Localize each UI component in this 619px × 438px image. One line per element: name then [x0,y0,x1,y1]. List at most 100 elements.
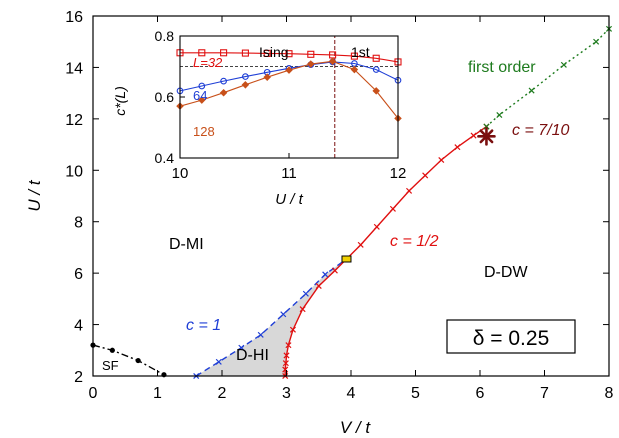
inset-y-tick-label-0: 0.4 [155,150,175,166]
point-c12-8 [331,267,338,274]
inset-point-2-3 [241,81,250,89]
inset-legend-64: 64 [193,88,207,103]
point-c12-4 [285,342,292,349]
point-c12-15 [438,156,445,164]
inset-point-0-4 [263,49,271,57]
delta-label: δ = 0.25 [473,327,550,350]
inset-point-2-2 [219,88,228,97]
main-y-tick-label-1: 4 [74,318,83,335]
point-c12-6 [299,306,306,313]
inset-point-0-2 [220,49,228,57]
series-c1-line [195,258,347,377]
inset-point-0-3 [241,49,249,57]
main-x-tick-label-7: 7 [540,385,549,402]
point-c12-2 [282,360,289,367]
main-y-tick-label-7: 16 [65,9,83,26]
point-first-1 [496,111,503,119]
point-first-4 [593,38,600,45]
inset-x-tick-label-0: 10 [172,165,189,182]
inset-y-axis-label: c*(L) [112,86,128,116]
inset-y-tick-label-2: 0.8 [155,28,175,44]
label-d-mi: D-MI [169,236,204,253]
main-y-tick-label-0: 2 [74,369,83,386]
point-c12-3 [283,352,290,359]
main-x-tick-label-1: 1 [153,385,162,402]
series-sf-line [92,344,165,376]
main-y-tick-label-2: 6 [74,266,83,283]
main-y-ticks: 2 4 6 8 10 12 14 16 [65,9,609,386]
inset-series-0-line [180,52,399,63]
inset-plot: 10 11 12 0.4 0.6 0.8 U / t c*(L) Ising 1st L… [112,28,406,208]
inset-point-1-1 [198,82,206,90]
label-c-1: c = 1 [186,317,221,334]
main-x-tick-label-8: 8 [605,385,614,402]
main-y-tick-label-4: 10 [65,163,83,180]
y-axis-label: U / t [25,179,44,211]
inset-x-ticks: 10 11 12 [172,153,407,182]
inset-label-ising: Ising [259,44,289,60]
point-c12-14 [422,172,429,179]
inset-x-axis-label: U / t [275,191,303,208]
inset-label-1st: 1st [351,44,370,60]
inset-legend-128: 128 [193,124,215,139]
inset-point-2-4 [263,73,271,81]
main-x-tick-label-4: 4 [347,385,356,402]
delta-box [446,319,576,354]
inset-point-0-6 [307,50,315,58]
point-c1-5 [302,290,309,297]
inset-point-1-9 [372,66,380,73]
inset-point-2-9 [372,87,380,95]
inset-y-tick-label-1: 0.6 [155,89,175,105]
label-sf: SF [102,358,119,373]
point-first-3 [560,61,567,68]
point-c12-13 [406,187,413,194]
inset-legend-l32: L=32 [193,55,223,70]
inset-point-0-9 [372,54,380,62]
main-x-tick-label-5: 5 [411,385,420,402]
point-c1-3 [257,331,264,338]
label-c-1-2: c = 1/2 [390,233,439,250]
point-c12-16 [454,144,461,151]
point-first-2 [528,87,535,94]
main-y-tick-label-6: 14 [65,60,83,77]
point-c12-10 [357,241,364,248]
label-c-7-10: c = 7/10 [512,122,569,139]
inset-point-0-5 [285,50,293,58]
point-c1-6 [322,271,329,278]
point-c1-4 [280,311,287,318]
label-first-order: first order [468,59,536,76]
inset-point-1-3 [242,73,249,80]
inset-point-2-5 [285,66,293,74]
multicritical-point [477,127,496,146]
main-x-tick-label-2: 2 [218,385,227,402]
inset-y-ticks: 0.4 0.6 0.8 [155,28,185,166]
inset-point-2-7 [328,57,337,66]
point-sf-1 [109,347,115,353]
point-c12-11 [373,223,380,230]
label-d-hi: D-HI [236,347,269,364]
inset-point-0-1 [198,49,206,57]
tricritical-point [341,255,352,263]
inset-point-2-8 [350,65,359,74]
inset-series-group [176,49,402,123]
inset-x-tick-label-2: 12 [390,165,407,182]
point-c12-5 [289,326,296,333]
multicritical-star-stroke-3 [479,129,494,144]
inset-point-0-8 [350,52,358,60]
point-first-0 [483,123,490,130]
point-c1-1 [215,358,222,365]
inset-x-tick-label-1: 11 [281,165,297,182]
main-x-tick-label-3: 3 [282,385,291,402]
point-sf-2 [135,357,141,364]
main-y-tick-label-5: 12 [65,112,83,129]
point-c12-12 [389,205,396,212]
label-d-dw: D-DW [484,264,528,281]
inset-point-2-6 [307,60,315,68]
main-y-tick-label-3: 8 [74,215,83,232]
point-c12-7 [315,282,322,290]
point-c12-17 [470,132,477,139]
x-axis-label: V / t [340,418,372,437]
